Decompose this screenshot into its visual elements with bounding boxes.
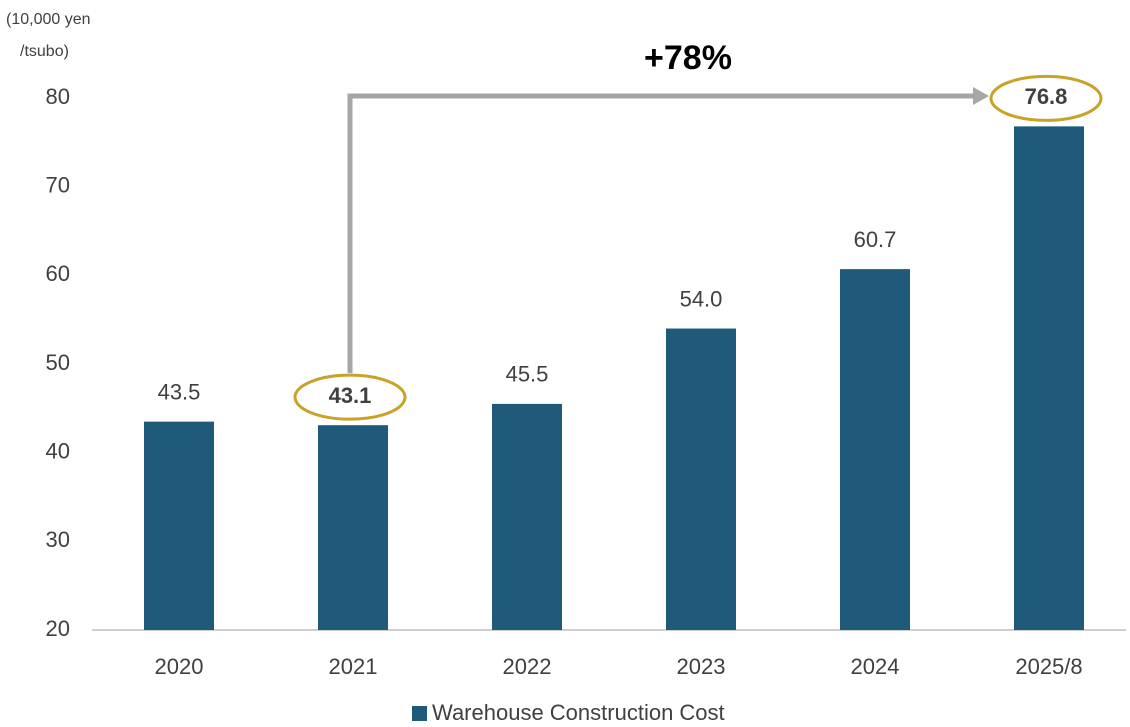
x-tick-label: 2024 [851, 654, 900, 679]
bar [492, 403, 562, 630]
value-label: 43.5 [158, 379, 201, 404]
value-label: 43.1 [329, 383, 372, 408]
arrow-head [973, 87, 989, 105]
x-tick-label: 2021 [329, 654, 378, 679]
legend-label: Warehouse Construction Cost [432, 700, 725, 725]
y-tick-label: 70 [46, 172, 70, 197]
bar [318, 425, 388, 630]
bar [840, 269, 910, 630]
bar [144, 421, 214, 630]
x-tick-label: 2020 [155, 654, 204, 679]
annotation-text: +78% [644, 39, 732, 77]
highlight-ellipse [989, 74, 1103, 122]
y-tick-label: 40 [46, 438, 70, 463]
highlight-ellipse [293, 373, 407, 421]
x-tick-label: 2022 [503, 654, 552, 679]
bar [1014, 126, 1084, 630]
y-tick-label: 30 [46, 527, 70, 552]
y-tick-label: 50 [46, 350, 70, 375]
x-tick-label: 2023 [677, 654, 726, 679]
y-axis-label: (10,000 yen [6, 11, 91, 28]
value-label: 60.7 [854, 227, 897, 252]
y-tick-label: 20 [46, 616, 70, 641]
x-tick-label: 2025/8 [1015, 654, 1082, 679]
bar [666, 328, 736, 630]
legend-swatch [412, 706, 427, 721]
annotation-arrow [347, 93, 975, 374]
y-tick-label: 60 [46, 261, 70, 286]
value-label: 45.5 [506, 362, 549, 387]
y-axis-label: /tsubo) [20, 43, 69, 60]
value-label: 76.8 [1025, 84, 1068, 109]
y-tick-label: 80 [46, 84, 70, 109]
value-label: 54.0 [680, 286, 723, 311]
